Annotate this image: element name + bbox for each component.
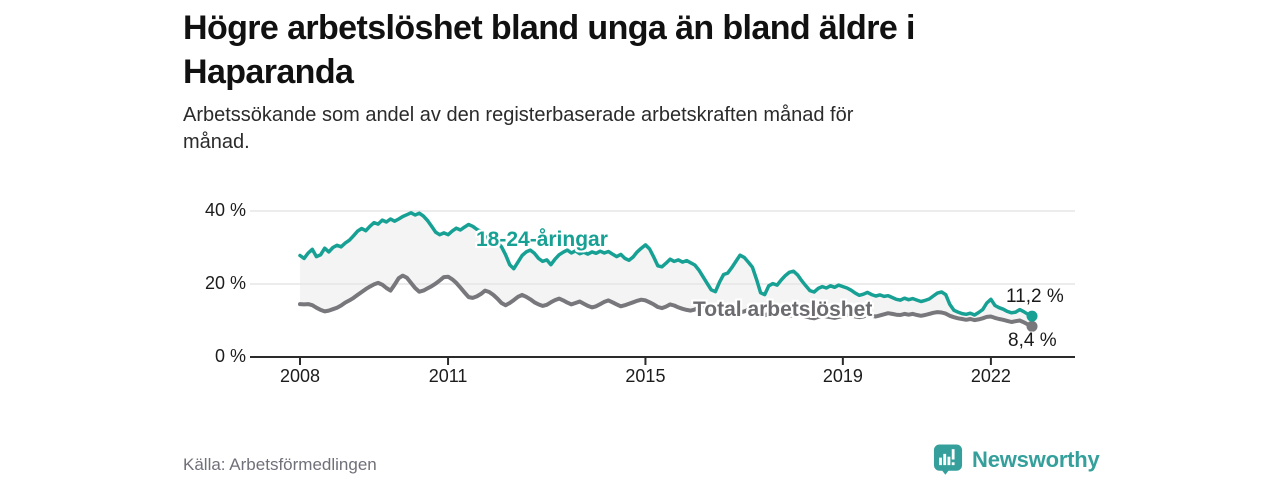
end-value-total: 8,4 % bbox=[1008, 330, 1057, 351]
y-tick-label: 40 % bbox=[204, 200, 246, 220]
page-title-line2: Haparanda bbox=[183, 53, 354, 91]
chart-subtitle-line1: Arbetssökande som andel av den registerb… bbox=[183, 104, 854, 126]
chart-subtitle: Arbetssökande som andel av den registerb… bbox=[183, 102, 1083, 156]
source-note: Källa: Arbetsförmedlingen bbox=[183, 455, 377, 474]
chart-subtitle-line2: månad. bbox=[183, 131, 250, 153]
y-tick-label: 20 % bbox=[204, 273, 246, 293]
x-tick-label: 2011 bbox=[428, 366, 468, 386]
series-label-total: Total arbetslöshet bbox=[693, 298, 873, 321]
x-tick-label: 2015 bbox=[625, 366, 666, 386]
newsworthy-logo[interactable]: Newsworthy bbox=[933, 443, 1100, 476]
x-tick-label: 2019 bbox=[822, 366, 863, 386]
end-value-youth: 11,2 % bbox=[1006, 286, 1064, 307]
series-label-youth: 18-24-åringar bbox=[476, 228, 608, 251]
x-tick-label: 2008 bbox=[279, 366, 321, 386]
brand-name: Newsworthy bbox=[972, 446, 1100, 472]
page-title: Högre arbetslöshet bland unga än bland ä… bbox=[183, 6, 1183, 94]
page-title-line1: Högre arbetslöshet bland unga än bland ä… bbox=[183, 9, 915, 47]
bar-chart-pin-icon bbox=[933, 444, 963, 475]
y-tick-label: 0 % bbox=[214, 346, 246, 366]
x-tick-label: 2022 bbox=[970, 366, 1011, 386]
